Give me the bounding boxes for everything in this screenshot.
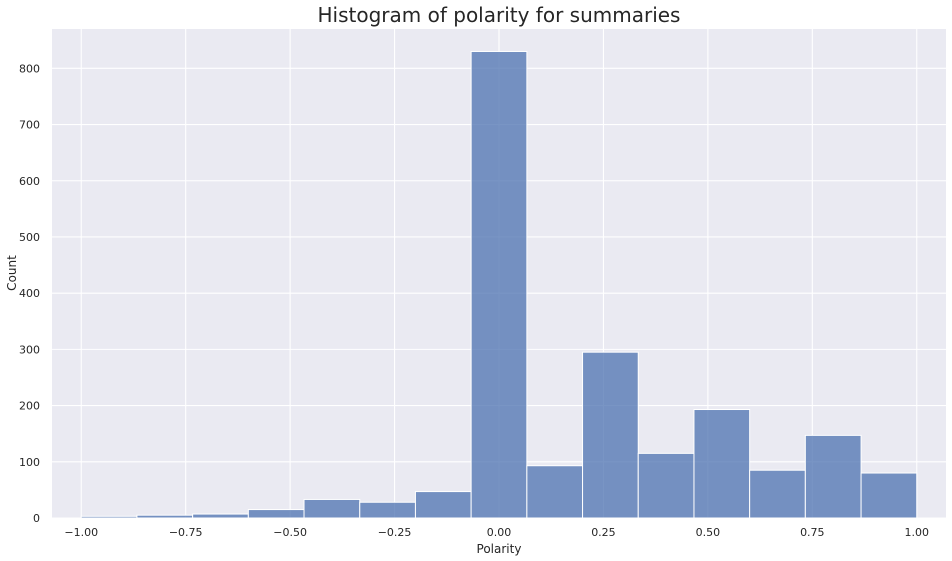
x-tick-label: −0.50 xyxy=(273,526,307,539)
histogram-bar xyxy=(247,509,305,519)
x-tick-label: 1.00 xyxy=(905,526,930,539)
x-tick-label: −0.25 xyxy=(378,526,412,539)
y-tick-label: 0 xyxy=(33,512,40,525)
x-tick-label: −0.75 xyxy=(169,526,203,539)
x-axis-ticks: −1.00 −0.75 −0.50 −0.25 0.00 0.25 0.50 0.75 1.00 xyxy=(64,526,929,539)
x-tick-label: −1.00 xyxy=(64,526,98,539)
histogram-bar xyxy=(303,498,361,519)
histogram-bar xyxy=(136,514,194,519)
x-tick-label: 0.25 xyxy=(591,526,616,539)
x-tick-label: 0.75 xyxy=(800,526,825,539)
y-tick-label: 500 xyxy=(19,231,40,244)
histogram-bar xyxy=(749,469,806,519)
histogram-bar xyxy=(414,491,472,519)
histogram-bar xyxy=(637,452,695,519)
histogram-bar xyxy=(860,472,918,519)
y-tick-label: 100 xyxy=(19,456,40,469)
bars xyxy=(80,50,918,519)
y-tick-label: 300 xyxy=(19,343,40,356)
chart-title: Histogram of polarity for summaries xyxy=(318,3,681,27)
histogram-bar xyxy=(693,409,751,519)
y-axis-ticks: 0 100 200 300 400 500 600 700 800 xyxy=(19,62,40,525)
histogram-bar xyxy=(80,515,138,519)
y-tick-label: 800 xyxy=(19,62,40,75)
histogram-bar xyxy=(582,351,639,519)
x-axis-label: Polarity xyxy=(477,542,522,556)
y-tick-label: 400 xyxy=(19,287,40,300)
histogram-bar xyxy=(804,434,862,519)
y-tick-label: 600 xyxy=(19,175,40,188)
histogram-bar xyxy=(359,501,416,519)
histogram-bar xyxy=(192,513,249,519)
y-axis-label: Count xyxy=(5,255,19,291)
x-tick-label: 0.50 xyxy=(696,526,721,539)
y-tick-label: 700 xyxy=(19,119,40,132)
x-tick-label: 0.00 xyxy=(487,526,512,539)
histogram-bar xyxy=(526,465,584,519)
histogram-bar xyxy=(470,50,528,519)
y-tick-label: 200 xyxy=(19,400,40,413)
